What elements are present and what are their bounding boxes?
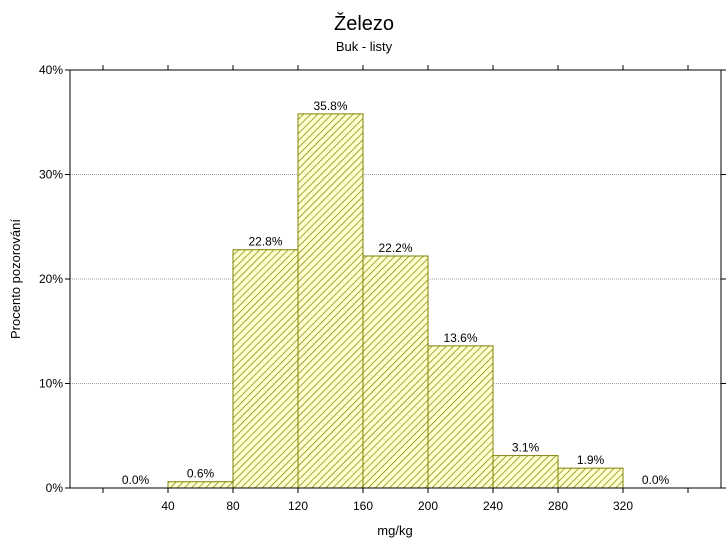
x-tick-label: 200 <box>418 499 438 513</box>
histogram-bar <box>557 467 624 489</box>
y-tick-label: 10% <box>39 377 63 391</box>
histogram-bar <box>362 255 429 489</box>
chart-title: Železo <box>334 12 394 35</box>
y-axis-ticks: 0% 10% 20% 30% 40% <box>39 63 726 495</box>
y-tick-label: 0% <box>46 481 64 495</box>
histogram-bar <box>297 113 364 489</box>
bar-value-label: 0.0% <box>122 473 150 487</box>
histogram-bar <box>427 345 494 489</box>
x-axis-ticks: 40 80 120 160 200 240 280 320 <box>102 65 689 513</box>
y-axis-label: Procento pozorování <box>8 219 23 339</box>
y-tick-label: 30% <box>39 168 63 182</box>
chart-subtitle: Buk - listy <box>336 39 393 54</box>
bar-value-label: 0.0% <box>642 473 670 487</box>
x-tick-label: 280 <box>548 499 568 513</box>
grid-lines <box>70 174 721 384</box>
histogram-bar <box>232 249 299 489</box>
y-tick-label: 40% <box>39 63 63 77</box>
bar-value-label: 0.6% <box>187 467 215 481</box>
x-tick-label: 80 <box>226 499 240 513</box>
bar-value-label: 13.6% <box>443 331 477 345</box>
x-tick-label: 120 <box>288 499 308 513</box>
bars <box>167 113 624 489</box>
data-labels: 0.0% 0.6% 22.8% 35.8% 22.2% 13.6% 3.1% 1.9% 0.0% <box>122 99 670 487</box>
bar-value-label: 35.8% <box>313 99 347 113</box>
bar-value-label: 22.8% <box>248 235 282 249</box>
x-tick-label: 40 <box>161 499 175 513</box>
histogram-bar <box>167 481 234 489</box>
x-tick-label: 160 <box>353 499 373 513</box>
bar-value-label: 1.9% <box>577 453 605 467</box>
x-axis-label: mg/kg <box>377 523 412 538</box>
y-tick-label: 20% <box>39 272 63 286</box>
bar-value-label: 22.2% <box>378 241 412 255</box>
x-tick-label: 240 <box>483 499 503 513</box>
x-tick-label: 320 <box>613 499 633 513</box>
histogram-bar <box>492 455 559 489</box>
bar-value-label: 3.1% <box>512 441 540 455</box>
